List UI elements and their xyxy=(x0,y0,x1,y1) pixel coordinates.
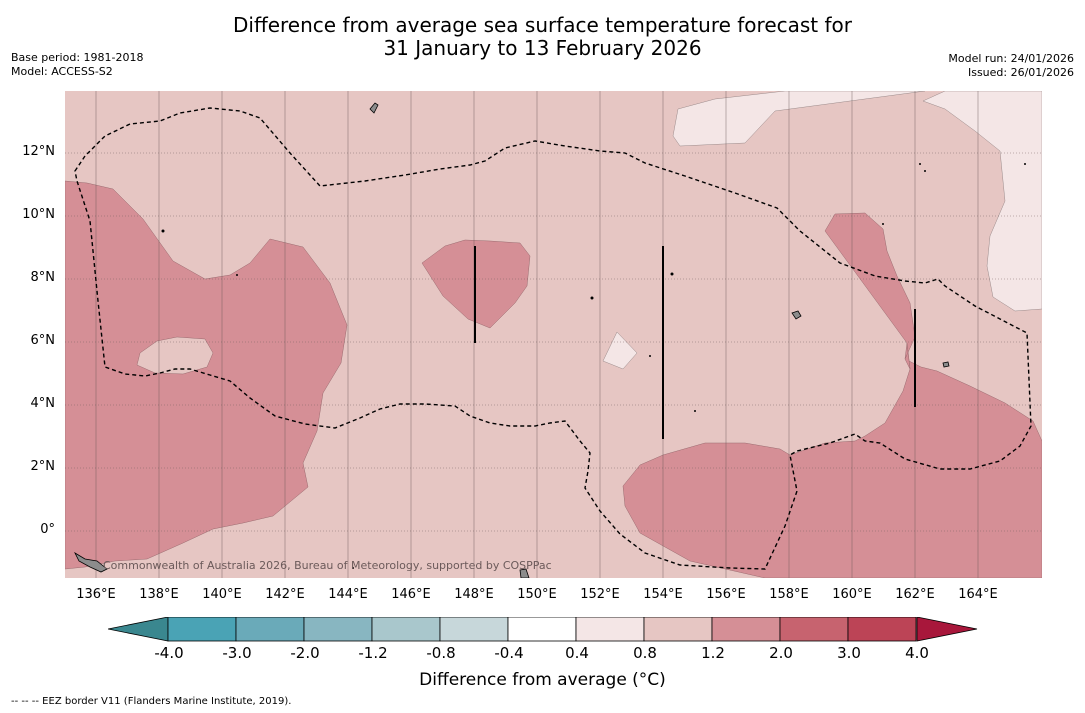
anomaly-patch-1.2-2.0-east xyxy=(824,212,916,370)
map-panel xyxy=(65,91,1042,578)
lon-label: 160°E xyxy=(832,587,872,602)
lat-label: 8°N xyxy=(30,270,56,285)
meta-left: Base period: 1981-2018 Model: ACCESS-S2 xyxy=(11,51,143,79)
colorbar-segment xyxy=(371,617,441,642)
colorbar-tick: 2.0 xyxy=(769,644,793,662)
lon-label: 150°E xyxy=(517,587,557,602)
title-line-2: 31 January to 13 February 2026 xyxy=(383,36,702,60)
colorbar-segment xyxy=(711,617,781,642)
colorbar-segment xyxy=(643,617,713,642)
island-dot xyxy=(590,296,594,300)
colorbar-tick: -0.4 xyxy=(494,644,524,662)
colorbar xyxy=(108,617,978,642)
colorbar-extend-high xyxy=(916,617,978,642)
colorbar-segment xyxy=(235,617,305,642)
island-pohnpei xyxy=(791,310,802,320)
model-text: Model: ACCESS-S2 xyxy=(11,65,113,78)
colorbar-tick: 0.4 xyxy=(565,644,589,662)
island-dot xyxy=(161,229,165,233)
lon-label: 156°E xyxy=(706,587,746,602)
sst-anomaly-map xyxy=(65,91,1042,578)
copyright-text: Commonwealth of Australia 2026, Bureau o… xyxy=(103,559,552,572)
lon-label: 152°E xyxy=(580,587,620,602)
colorbar-tick: -3.0 xyxy=(222,644,252,662)
colorbar-tick: -1.2 xyxy=(358,644,388,662)
island-dot xyxy=(236,274,238,276)
lon-label: 142°E xyxy=(265,587,305,602)
colorbar-segment xyxy=(575,617,645,642)
colorbar-tick: 1.2 xyxy=(701,644,725,662)
island-guam xyxy=(369,102,379,114)
island-dot xyxy=(924,170,926,172)
model-run-text: Model run: 24/01/2026 xyxy=(948,52,1074,65)
anomaly-patch-1.2-2.0-southeast xyxy=(622,342,1042,578)
lat-label: 2°N xyxy=(30,459,56,474)
eez-border-west xyxy=(74,107,1032,570)
island-dot xyxy=(694,410,696,412)
colorbar-segment xyxy=(303,617,373,642)
colorbar-tick: 4.0 xyxy=(905,644,929,662)
anomaly-patch-0.4-0.8-north xyxy=(672,91,926,147)
colorbar-tick: -2.0 xyxy=(290,644,320,662)
issued-text: Issued: 26/01/2026 xyxy=(967,66,1074,79)
lat-label: 4°N xyxy=(30,396,56,411)
colorbar-tick: -0.8 xyxy=(426,644,456,662)
island-dot xyxy=(882,223,884,225)
lon-label: 146°E xyxy=(391,587,431,602)
lon-label: 158°E xyxy=(769,587,809,602)
island-small-1 xyxy=(519,568,530,578)
colorbar-segment xyxy=(779,617,849,642)
lon-label: 140°E xyxy=(202,587,242,602)
colorbar-segment xyxy=(439,617,509,642)
lon-label: 144°E xyxy=(328,587,368,602)
island-dot xyxy=(649,355,651,357)
colorbar-segments xyxy=(167,617,917,642)
colorbar-tick: 0.8 xyxy=(633,644,657,662)
lat-label: 0° xyxy=(40,522,55,537)
island-dot xyxy=(1024,163,1026,165)
colorbar-extend-low xyxy=(108,617,169,642)
lon-label: 138°E xyxy=(139,587,179,602)
lon-label: 154°E xyxy=(643,587,683,602)
eez-footnote: -- -- -- EEZ border V11 (Flanders Marine… xyxy=(11,696,292,707)
lon-label: 162°E xyxy=(895,587,935,602)
colorbar-tick: 3.0 xyxy=(837,644,861,662)
lat-label: 6°N xyxy=(30,333,56,348)
island-dot xyxy=(670,272,674,276)
lon-label: 136°E xyxy=(76,587,116,602)
lat-label: 12°N xyxy=(22,144,55,159)
island-dot xyxy=(352,567,354,569)
colorbar-segment xyxy=(507,617,577,642)
title-line-1: Difference from average sea surface temp… xyxy=(232,13,852,37)
lon-label: 148°E xyxy=(454,587,494,602)
anomaly-patch-0.4-0.8-center xyxy=(602,331,638,370)
colorbar-segment xyxy=(167,617,237,642)
lat-label: 10°N xyxy=(22,207,55,222)
anomaly-patch-0.4-0.8-northeast xyxy=(922,91,1042,312)
anomaly-hole-west xyxy=(136,336,214,375)
lon-label: 164°E xyxy=(958,587,998,602)
island-new-guinea-tip xyxy=(74,551,108,573)
island-kosrae xyxy=(942,361,950,368)
colorbar-label: Difference from average (°C) xyxy=(419,670,666,690)
base-period-text: Base period: 1981-2018 xyxy=(11,51,144,64)
anomaly-patch-1.2-2.0-west xyxy=(65,180,348,570)
meta-right: Model run: 24/01/2026 Issued: 26/01/2026 xyxy=(948,52,1074,80)
island-dot xyxy=(919,163,921,165)
colorbar-segment xyxy=(847,617,917,642)
chart-title: Difference from average sea surface temp… xyxy=(0,14,1085,60)
colorbar-tick: -4.0 xyxy=(154,644,184,662)
